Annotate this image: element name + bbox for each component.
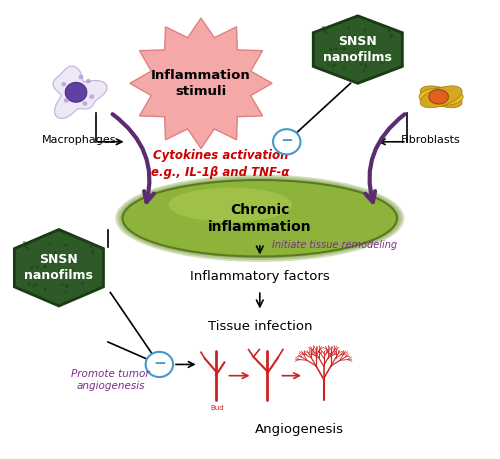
- Circle shape: [44, 265, 46, 268]
- Circle shape: [273, 129, 300, 154]
- Text: Inflammatory factors: Inflammatory factors: [190, 270, 330, 283]
- Circle shape: [353, 35, 356, 38]
- Circle shape: [347, 27, 350, 30]
- Circle shape: [26, 242, 29, 245]
- Circle shape: [60, 283, 64, 286]
- Text: Macrophages: Macrophages: [42, 134, 116, 145]
- Circle shape: [342, 47, 345, 50]
- Circle shape: [146, 352, 173, 377]
- Circle shape: [370, 51, 372, 54]
- Circle shape: [352, 58, 354, 61]
- Circle shape: [26, 247, 29, 250]
- Circle shape: [334, 63, 336, 66]
- Circle shape: [64, 244, 68, 246]
- Circle shape: [64, 98, 68, 103]
- Ellipse shape: [118, 176, 402, 260]
- Circle shape: [324, 56, 326, 59]
- Circle shape: [364, 64, 367, 67]
- Circle shape: [324, 31, 328, 34]
- Circle shape: [325, 27, 328, 30]
- Circle shape: [388, 29, 391, 32]
- Circle shape: [91, 252, 94, 254]
- Circle shape: [373, 44, 376, 46]
- Circle shape: [28, 283, 31, 285]
- Text: SNSN
nanofilms: SNSN nanofilms: [24, 253, 94, 282]
- Text: Fibroblasts: Fibroblasts: [401, 134, 460, 145]
- Circle shape: [66, 285, 68, 288]
- Circle shape: [34, 283, 37, 286]
- Text: Cytokines activation
e.g., IL-1β and TNF-α: Cytokines activation e.g., IL-1β and TNF…: [152, 149, 290, 179]
- Circle shape: [86, 79, 91, 83]
- Circle shape: [62, 82, 66, 86]
- Circle shape: [64, 255, 68, 258]
- Circle shape: [90, 95, 94, 99]
- Circle shape: [326, 62, 330, 65]
- Circle shape: [342, 47, 346, 50]
- Ellipse shape: [122, 180, 397, 257]
- Ellipse shape: [419, 88, 463, 106]
- Circle shape: [64, 291, 67, 293]
- Circle shape: [334, 47, 338, 50]
- Polygon shape: [14, 230, 104, 306]
- Circle shape: [390, 34, 393, 36]
- Circle shape: [339, 40, 342, 43]
- Text: Inflammation
stimuli: Inflammation stimuli: [151, 69, 251, 98]
- Circle shape: [40, 257, 43, 260]
- Ellipse shape: [120, 178, 400, 258]
- Circle shape: [82, 101, 87, 106]
- Circle shape: [52, 278, 56, 280]
- Circle shape: [44, 288, 46, 291]
- Text: Chronic
inflammation: Chronic inflammation: [208, 202, 312, 234]
- Ellipse shape: [420, 86, 462, 108]
- Circle shape: [364, 28, 366, 31]
- Ellipse shape: [115, 174, 405, 262]
- Text: Angiogenesis: Angiogenesis: [254, 423, 344, 436]
- Text: SNSN
nanofilms: SNSN nanofilms: [324, 35, 392, 64]
- Polygon shape: [130, 18, 272, 149]
- Circle shape: [322, 26, 325, 29]
- Circle shape: [89, 245, 92, 248]
- Circle shape: [36, 266, 39, 269]
- Ellipse shape: [429, 90, 448, 104]
- Text: Initiate tissue remodeling: Initiate tissue remodeling: [272, 240, 397, 250]
- Text: −: −: [153, 356, 166, 371]
- Circle shape: [82, 282, 84, 285]
- Circle shape: [66, 83, 87, 102]
- Circle shape: [91, 250, 94, 252]
- Circle shape: [42, 274, 45, 276]
- Circle shape: [70, 269, 74, 272]
- Text: Promote tumor
angiogenesis: Promote tumor angiogenesis: [71, 369, 150, 391]
- Circle shape: [363, 70, 366, 73]
- Circle shape: [360, 63, 362, 66]
- Ellipse shape: [420, 86, 462, 108]
- Text: Bud: Bud: [210, 405, 224, 411]
- Circle shape: [78, 75, 84, 79]
- Circle shape: [30, 267, 33, 269]
- Circle shape: [23, 241, 26, 244]
- Text: Tissue infection: Tissue infection: [208, 320, 312, 333]
- Polygon shape: [313, 16, 402, 83]
- Circle shape: [364, 39, 366, 41]
- Circle shape: [24, 244, 27, 247]
- Circle shape: [54, 251, 58, 254]
- Circle shape: [380, 62, 384, 65]
- Circle shape: [32, 285, 35, 288]
- Circle shape: [322, 29, 326, 32]
- Circle shape: [48, 242, 51, 245]
- Circle shape: [364, 65, 368, 68]
- Text: −: −: [280, 134, 293, 148]
- Circle shape: [329, 48, 332, 51]
- Circle shape: [342, 67, 345, 70]
- Circle shape: [390, 35, 393, 38]
- Circle shape: [332, 64, 334, 67]
- Polygon shape: [53, 66, 107, 118]
- Circle shape: [24, 276, 28, 279]
- Circle shape: [74, 261, 77, 264]
- Circle shape: [65, 284, 68, 287]
- Circle shape: [44, 265, 47, 268]
- Circle shape: [342, 55, 344, 57]
- Ellipse shape: [168, 188, 292, 222]
